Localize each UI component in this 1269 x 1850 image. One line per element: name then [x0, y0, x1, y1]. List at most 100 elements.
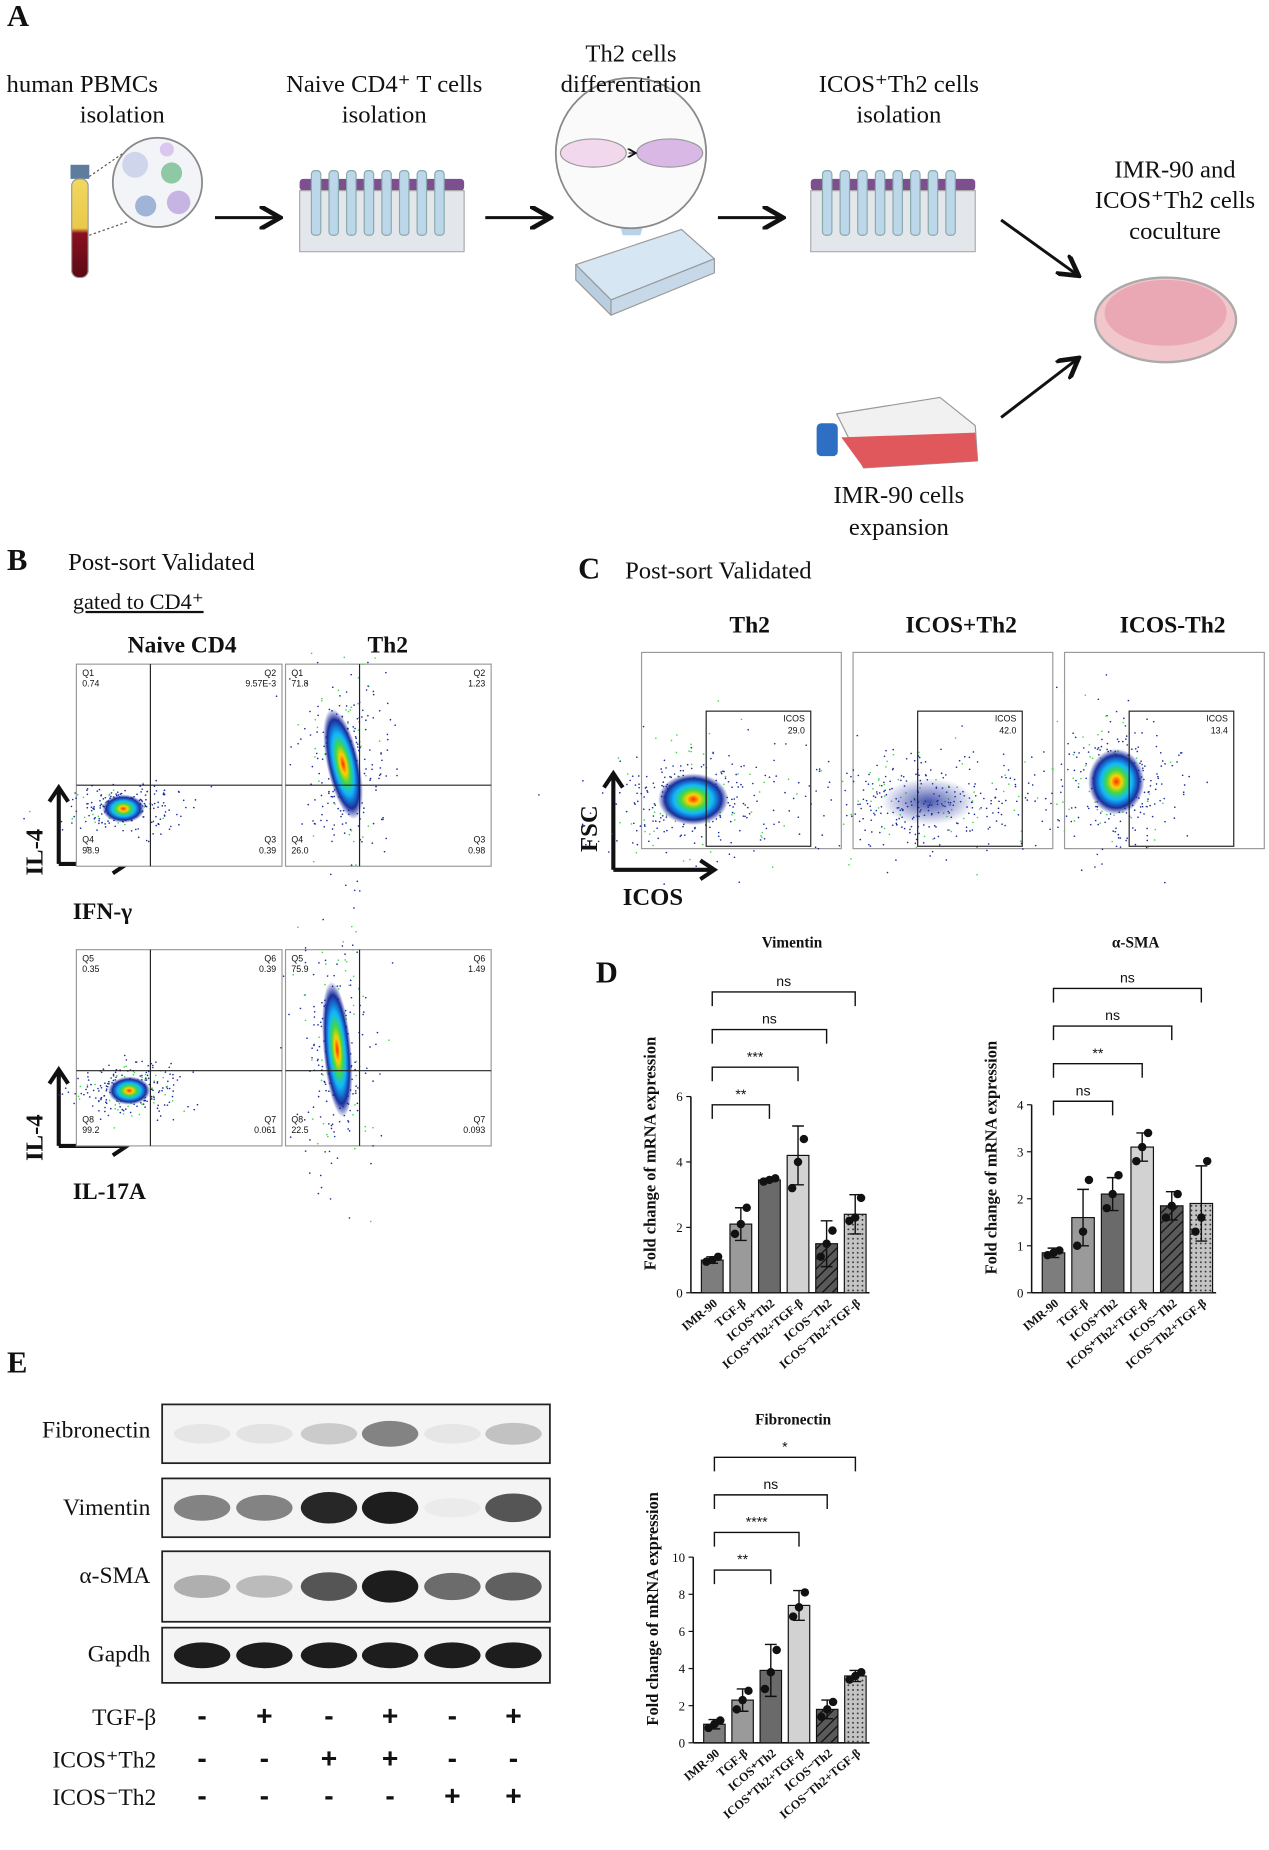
event-dot	[935, 826, 937, 828]
event-dot	[357, 676, 360, 679]
event-dot	[940, 748, 942, 751]
event-dot	[309, 734, 312, 736]
event-dot	[379, 767, 382, 769]
event-dot	[1063, 830, 1066, 833]
event-dot	[156, 1119, 159, 1122]
event-dot	[350, 864, 353, 866]
quadrant-value: 71.8	[291, 678, 308, 688]
event-dot	[785, 743, 787, 745]
event-dot	[717, 835, 720, 838]
event-dot	[761, 831, 764, 834]
event-dot	[1002, 790, 1005, 793]
event-dot	[61, 828, 64, 831]
event-dot	[354, 1090, 357, 1092]
event-dot	[985, 807, 988, 810]
event-dot	[850, 813, 852, 816]
event-dot	[1141, 763, 1143, 766]
event-dot	[321, 1059, 323, 1061]
quadrant-name: Q8	[82, 1114, 94, 1124]
event-dot	[108, 1099, 111, 1102]
event-dot	[686, 763, 689, 766]
event-dot	[320, 819, 322, 822]
event-dot	[712, 752, 715, 755]
event-dot	[733, 819, 736, 821]
flow-plot	[75, 949, 283, 1147]
event-dot	[369, 1046, 371, 1048]
event-dot	[331, 796, 334, 798]
event-dot	[852, 769, 855, 771]
data-point	[1197, 1213, 1206, 1222]
event-dot	[303, 994, 306, 997]
event-dot	[968, 756, 971, 759]
event-dot	[1051, 792, 1053, 795]
blot-band	[485, 1642, 542, 1669]
blot-band	[485, 1572, 542, 1601]
event-dot	[365, 768, 367, 770]
step-label: ICOS⁺Th2 cells	[1095, 187, 1255, 214]
event-dot	[709, 851, 712, 853]
event-dot	[817, 847, 820, 850]
event-dot	[644, 787, 647, 789]
event-dot	[98, 1100, 100, 1102]
event-dot	[80, 1092, 83, 1095]
event-dot	[1026, 799, 1029, 801]
event-dot	[61, 1093, 64, 1095]
event-dot	[312, 860, 315, 863]
event-dot	[314, 799, 316, 801]
chart-title: α-SMA	[1112, 934, 1160, 951]
y-tick-label: 4	[676, 1155, 683, 1170]
data-point	[788, 1612, 798, 1621]
step-label: isolation	[80, 101, 165, 128]
event-dot	[348, 833, 351, 836]
event-dot	[859, 803, 861, 806]
quadrant-name: Q3	[264, 835, 276, 845]
event-dot	[153, 802, 156, 805]
event-dot	[349, 1109, 351, 1112]
event-dot	[700, 765, 703, 768]
significance-label: ****	[746, 1514, 768, 1530]
event-dot	[638, 786, 640, 789]
event-dot	[1137, 816, 1139, 819]
event-dot	[378, 709, 381, 712]
event-dot	[379, 773, 382, 775]
event-dot	[918, 832, 920, 835]
event-dot	[914, 833, 917, 836]
event-dot	[1004, 774, 1006, 776]
event-dot	[1146, 839, 1149, 842]
event-dot	[98, 817, 101, 820]
event-dot	[326, 975, 329, 977]
event-dot	[324, 983, 326, 986]
error-bar	[1195, 1165, 1208, 1242]
data-point	[1143, 1128, 1153, 1138]
event-dot	[895, 818, 898, 821]
significance-label: **	[735, 1086, 746, 1102]
event-dot	[732, 806, 734, 808]
event-dot	[151, 1087, 153, 1089]
flask-medium	[841, 432, 978, 468]
event-dot	[868, 773, 870, 776]
event-dot	[170, 825, 172, 828]
event-dot	[1060, 791, 1062, 794]
event-dot	[607, 851, 610, 853]
event-dot	[134, 1061, 137, 1063]
event-dot	[104, 796, 107, 799]
event-dot	[316, 757, 319, 760]
event-dot	[1136, 750, 1139, 753]
event-dot	[110, 792, 113, 794]
data-point	[816, 1252, 825, 1262]
panel-label: A	[7, 0, 29, 33]
event-dot	[348, 984, 350, 987]
event-dot	[176, 1079, 179, 1081]
event-dot	[372, 690, 375, 693]
event-dot	[644, 825, 646, 828]
event-dot	[870, 831, 873, 833]
event-dot	[104, 826, 107, 828]
event-dot	[142, 782, 144, 785]
event-dot	[638, 783, 640, 785]
event-dot	[976, 816, 979, 819]
event-dot	[1031, 784, 1034, 786]
event-dot	[144, 794, 147, 796]
event-dot	[1002, 753, 1005, 755]
event-dot	[1043, 770, 1045, 773]
